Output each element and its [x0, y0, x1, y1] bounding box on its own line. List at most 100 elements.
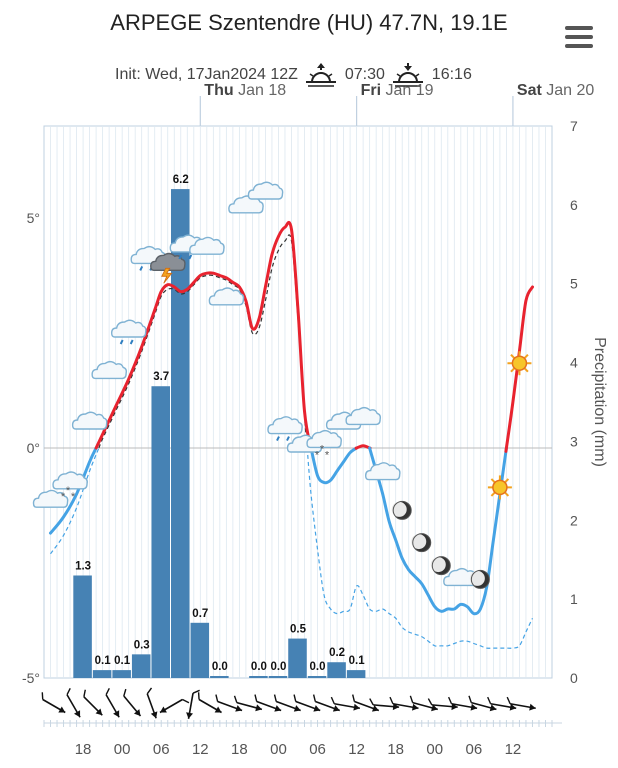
precip-value-label: 0.0 — [212, 661, 228, 673]
wind-barb-icon — [487, 696, 517, 711]
wind-barb-icon — [254, 694, 282, 712]
snowflake-icon: * — [66, 485, 71, 497]
wind-arrowhead — [470, 703, 478, 711]
wind-shaft — [66, 694, 81, 718]
sunset-icon — [393, 63, 424, 87]
wind-feather — [468, 695, 472, 703]
temperature-line — [49, 446, 98, 535]
wind-arrowhead — [186, 712, 194, 719]
temperature-line — [354, 444, 372, 450]
wind-barb-icon — [146, 687, 158, 719]
precip-bar — [327, 662, 346, 678]
cloud-icon — [208, 287, 245, 306]
wind-shaft — [105, 694, 120, 718]
hamburger-menu-icon[interactable] — [565, 26, 593, 48]
y-left-tick-label: -5° — [22, 670, 40, 686]
wind-feather — [41, 692, 44, 700]
wind-shaft — [198, 698, 222, 714]
precip-value-label: 0.1 — [95, 655, 112, 667]
precip-value-label: 3.7 — [153, 371, 169, 383]
snowflake-icon: * — [315, 449, 320, 461]
day-label: Sat Jan 20 — [517, 82, 594, 99]
cloud-shape — [286, 434, 323, 453]
cloud-icon — [189, 236, 225, 255]
wind-shaft — [509, 702, 536, 710]
plot-frame — [43, 125, 553, 679]
x-tick-label: 00 — [114, 741, 131, 758]
precip-value-label: 0.7 — [192, 608, 208, 620]
sunset-time: 16:16 — [431, 66, 472, 84]
wind-arrowhead — [451, 703, 458, 711]
wind-barb-icon — [197, 692, 222, 714]
y-right-tick-label: 7 — [570, 118, 578, 134]
wind-barb-icon — [123, 688, 142, 717]
wind-feather — [197, 692, 200, 700]
cloud-icon — [286, 434, 323, 453]
wind-arrowhead — [74, 710, 81, 718]
wind-feather — [123, 688, 127, 697]
sunrise-time: 07:30 — [344, 66, 385, 84]
x-tick-label: 00 — [270, 741, 287, 758]
rain-drop-icon — [286, 436, 290, 442]
moon-icon — [391, 500, 412, 520]
dewpoint-line — [306, 447, 534, 649]
wind-barb-icon — [312, 694, 341, 712]
wind-feather — [409, 695, 414, 703]
wind-barb-icon — [83, 689, 103, 716]
precip-value-label: 0.3 — [134, 639, 150, 651]
sun-icon — [486, 474, 513, 501]
wind-barb-icon — [41, 692, 66, 714]
rain-drop-icon — [119, 339, 124, 345]
wind-arrowhead — [489, 704, 497, 712]
precip-bar — [171, 189, 190, 679]
chart-title: ARPEGE Szentendre (HU) 47.7N, 19.1E — [110, 10, 508, 35]
wind-shaft — [392, 702, 419, 710]
precip-value-label: 0.0 — [251, 661, 267, 673]
precip-value-label: 0.1 — [114, 655, 131, 667]
wind-shaft — [334, 702, 361, 710]
wind-feather — [447, 696, 453, 705]
wind-feather — [192, 689, 200, 694]
thunder-cloud-icon — [150, 252, 186, 284]
precip-value-label: 0.5 — [290, 624, 307, 636]
cloud-shape — [169, 234, 206, 253]
y-left-tick-label: 0° — [27, 440, 40, 456]
wind-shaft — [315, 700, 341, 712]
cloud-icon: * ** — [306, 429, 342, 461]
wind-barb-icon — [389, 696, 419, 711]
wind-shaft — [187, 693, 194, 719]
precip-value-label: 0.0 — [270, 661, 286, 673]
x-tick-label: 18 — [387, 741, 404, 758]
wind-arrowhead — [255, 704, 262, 712]
wind-feather — [254, 694, 258, 702]
wind-barb-icon — [293, 694, 321, 712]
precip-bar — [151, 386, 170, 678]
wind-barb-icon — [215, 694, 243, 712]
precip-bar — [112, 670, 131, 678]
x-tick-label: 18 — [231, 741, 248, 758]
wind-feather — [83, 689, 86, 697]
precip-value-label: 1.3 — [75, 560, 91, 572]
wind-shaft — [373, 704, 400, 708]
precip-bar — [73, 575, 92, 678]
temperature-line — [309, 446, 359, 485]
wind-feather — [233, 695, 238, 703]
cloud-icon — [32, 489, 69, 508]
cloud-shape — [364, 462, 401, 481]
wind-feather — [506, 696, 511, 705]
wind-arrowhead — [113, 710, 120, 718]
precip-value-label: 6.2 — [173, 174, 189, 186]
wind-arrowhead — [353, 703, 360, 711]
precip-bar — [288, 638, 307, 678]
wind-feather — [352, 694, 356, 702]
wind-barb-icon — [468, 695, 497, 712]
cloud-shape — [71, 411, 108, 430]
cloud-shape — [228, 195, 264, 214]
rain-drop-icon — [139, 265, 144, 271]
wind-arrowhead — [95, 708, 103, 716]
wind-arrowhead — [58, 706, 66, 713]
wind-shaft — [83, 696, 103, 716]
wind-shaft — [354, 700, 380, 712]
wind-barb-icon — [330, 696, 361, 711]
